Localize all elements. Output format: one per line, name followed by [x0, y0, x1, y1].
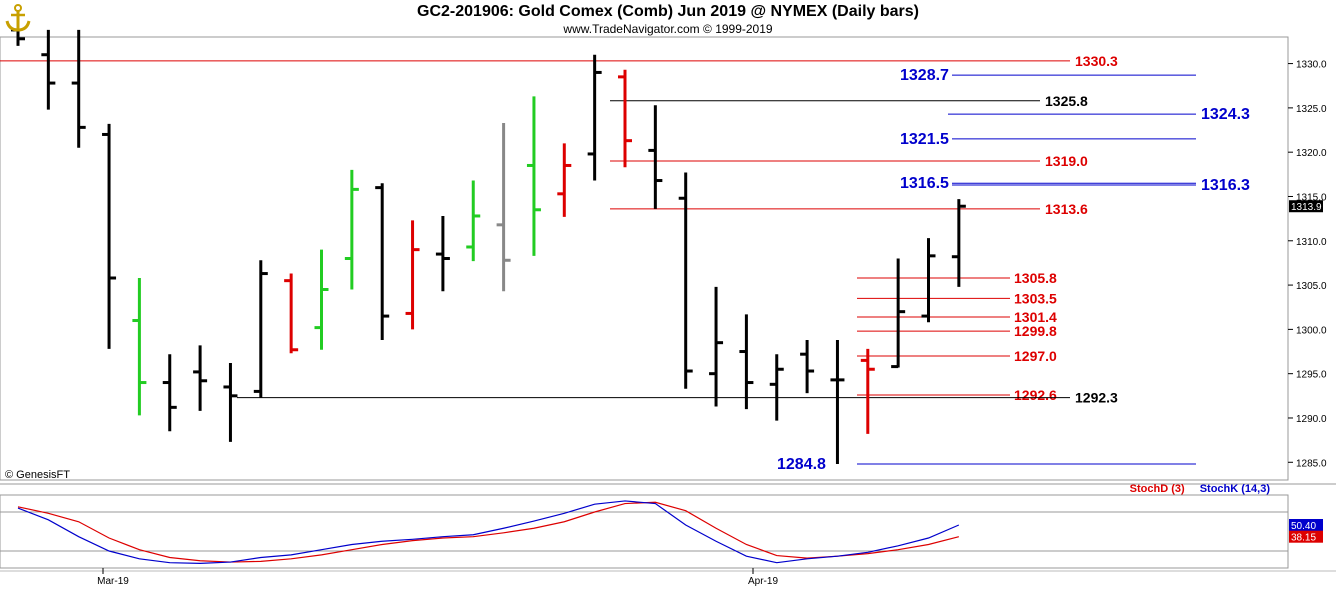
- ohlc-bar: [466, 180, 481, 262]
- level-label-1313.6: 1313.6: [1045, 201, 1088, 217]
- y-tick-label: 1325.0: [1296, 104, 1327, 115]
- level-label-1305.8: 1305.8: [1014, 270, 1057, 286]
- stoch-panel-border: [0, 494, 1289, 569]
- legend-stochk: StochK (14,3): [1199, 483, 1270, 495]
- y-tick-label: 1295.0: [1296, 370, 1327, 381]
- ohlc-bar: [921, 238, 936, 323]
- ohlc-bar: [709, 286, 724, 407]
- ohlc-bar: [102, 123, 117, 349]
- ohlc-bar: [587, 54, 602, 181]
- ohlc-bar: [41, 29, 56, 110]
- ohlc-bar: [284, 273, 299, 354]
- level-label-1299.8: 1299.8: [1014, 323, 1057, 339]
- level-label-1292.6: 1292.6: [1014, 387, 1057, 403]
- ohlc-bar: [860, 348, 875, 434]
- ohlc-bar: [769, 354, 784, 421]
- level-label-1303.5: 1303.5: [1014, 290, 1057, 306]
- ohlc-bar: [132, 277, 147, 416]
- price-bars: [11, 23, 966, 465]
- y-tick-label: 1305.0: [1296, 281, 1327, 292]
- ohlc-bar: [253, 260, 268, 398]
- level-label-1328.7: 1328.7: [900, 67, 949, 84]
- ohlc-bar: [162, 354, 177, 432]
- ohlc-bar: [739, 314, 754, 410]
- ohlc-bar: [375, 183, 390, 341]
- y-tick-label: 1320.0: [1296, 148, 1327, 159]
- stoch-value-box: [1289, 519, 1323, 531]
- ohlc-bar: [648, 105, 663, 209]
- stoch-value-box: [1289, 530, 1323, 543]
- ohlc-bar: [344, 169, 359, 290]
- level-label-1292.3: 1292.3: [1075, 390, 1118, 406]
- ohlc-bar: [405, 220, 420, 330]
- ohlc-bar: [951, 199, 966, 287]
- level-label-1284.8: 1284.8: [777, 456, 826, 473]
- anchor-logo-icon: [5, 4, 31, 32]
- stoch-line: [17, 500, 960, 564]
- price-panel-border: [0, 36, 1289, 481]
- ohlc-bar: [71, 29, 86, 148]
- date-axis: Mar-19 Apr-19: [97, 568, 778, 587]
- y-tick-label: 1315.0: [1296, 192, 1327, 203]
- ohlc-bar: [618, 69, 632, 168]
- ohlc-bar: [223, 363, 238, 442]
- y-tick-label: 1285.0: [1296, 458, 1327, 469]
- level-label-1324.3: 1324.3: [1201, 106, 1250, 123]
- copyright-label: © GenesisFT: [5, 469, 70, 481]
- level-label-1321.5: 1321.5: [900, 131, 949, 148]
- ohlc-bar: [830, 340, 845, 465]
- x-tick-label: Apr-19: [748, 576, 778, 587]
- ohlc-bar: [496, 122, 511, 292]
- ohlc-bar: [557, 143, 572, 217]
- x-tick-label: Mar-19: [97, 576, 129, 587]
- ohlc-bar: [678, 172, 693, 389]
- level-label-1301.4: 1301.4: [1014, 309, 1057, 325]
- level-label-1316.3: 1316.3: [1201, 177, 1250, 194]
- ohlc-bar: [193, 345, 208, 411]
- stoch-line: [17, 501, 959, 563]
- last-price-box: [1289, 200, 1323, 213]
- last-price-label: 1313.9: [1291, 202, 1322, 213]
- chart-subtitle: www.TradeNavigator.com © 1999-2019: [563, 22, 773, 36]
- chart-frame: [0, 36, 1336, 572]
- y-tick-label: 1310.0: [1296, 237, 1327, 248]
- level-label-1319.0: 1319.0: [1045, 153, 1088, 169]
- level-label-1325.8: 1325.8: [1045, 93, 1088, 109]
- price-levels: 1330.3 1328.7 1325.8 1324.3 1321.5 1319.0 1316…: [0, 53, 1250, 473]
- ohlc-bar: [435, 215, 450, 292]
- ohlc-bar: [891, 258, 906, 369]
- y-tick-label: 1290.0: [1296, 414, 1327, 425]
- level-label-1297.0: 1297.0: [1014, 348, 1057, 364]
- level-label-1316.5: 1316.5: [900, 175, 949, 192]
- y-tick-label: 1300.0: [1296, 325, 1327, 336]
- ohlc-bar: [526, 96, 541, 256]
- y-tick-label: 1330.0: [1296, 60, 1327, 71]
- ohlc-bar: [800, 340, 815, 394]
- chart-title: GC2-201906: Gold Comex (Comb) Jun 2019 @…: [417, 3, 919, 20]
- stoch-value-label: 50.40: [1291, 521, 1316, 532]
- ohlc-bar: [314, 249, 329, 350]
- stochastic-legend: StochD (3) StochK (14,3): [1130, 483, 1270, 495]
- price-axis: 1285.0 1290.0 1295.0 1300.0 1305.0 1310.0 1315…: [1288, 60, 1327, 469]
- level-label-1330.3: 1330.3: [1075, 53, 1118, 69]
- stoch-value-label: 38.15: [1291, 533, 1316, 544]
- legend-stochd: StochD (3): [1129, 483, 1185, 495]
